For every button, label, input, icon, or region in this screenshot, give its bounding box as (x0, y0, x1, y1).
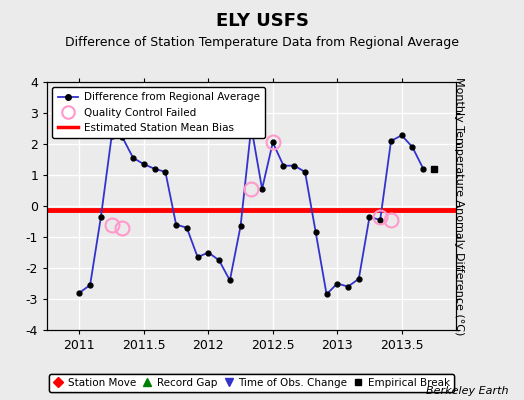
Text: Berkeley Earth: Berkeley Earth (426, 386, 508, 396)
Text: Monthly Temperature Anomaly Difference (°C): Monthly Temperature Anomaly Difference (… (453, 77, 464, 335)
Text: Difference of Station Temperature Data from Regional Average: Difference of Station Temperature Data f… (65, 36, 459, 49)
Text: ELY USFS: ELY USFS (215, 12, 309, 30)
Legend: Station Move, Record Gap, Time of Obs. Change, Empirical Break: Station Move, Record Gap, Time of Obs. C… (49, 374, 454, 392)
